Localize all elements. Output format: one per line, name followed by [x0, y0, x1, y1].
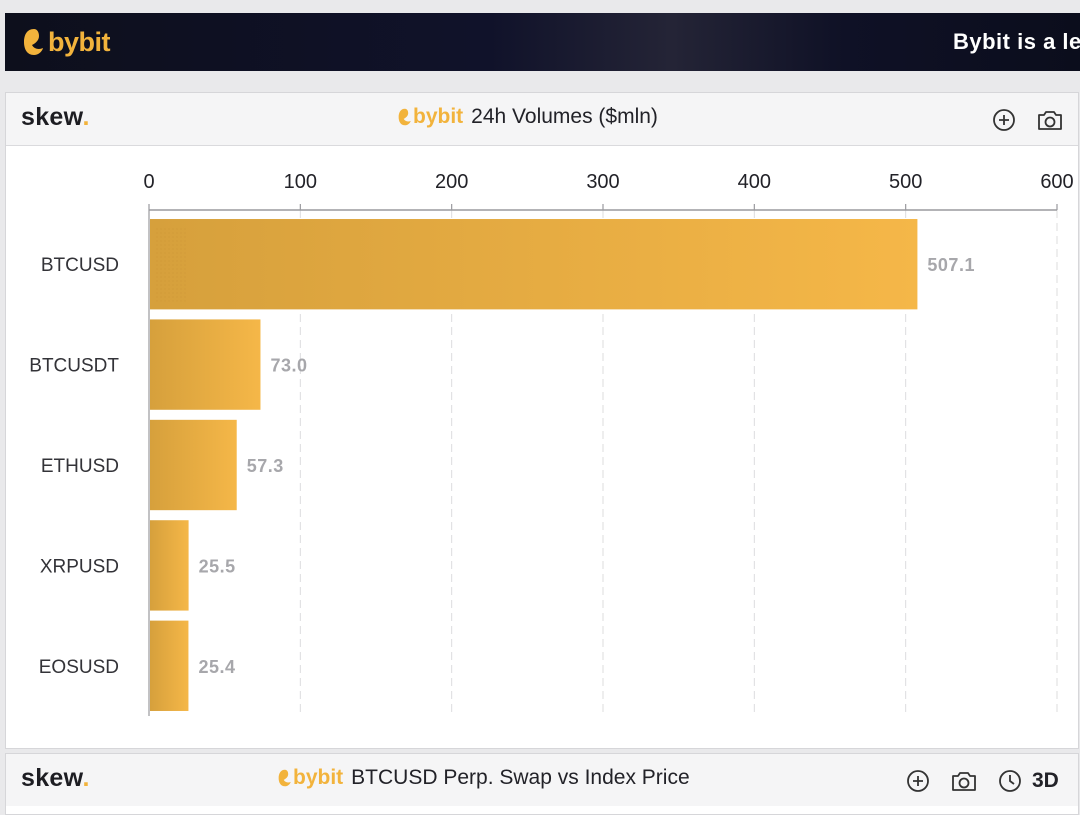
x-tick-label: 400	[738, 171, 771, 193]
banner-tagline[interactable]: Bybit is a le	[953, 29, 1080, 54]
skew-logo[interactable]: skew.	[21, 764, 90, 793]
bybit-mini-logo-text: bybit	[413, 105, 464, 128]
category-label: XRPUSD	[40, 556, 119, 577]
bybit-coin-icon	[398, 108, 411, 126]
bybit-coin-icon	[24, 29, 43, 55]
bybit-mini-logo: bybit	[278, 766, 343, 790]
x-tick-label: 600	[1040, 171, 1073, 193]
skew-logo[interactable]: skew.	[21, 103, 90, 132]
panel-toolbar: 3D	[904, 767, 1059, 795]
bar-ethusd[interactable]	[150, 419, 237, 511]
top-banner: bybit Bybit is a le	[5, 13, 1080, 71]
panel-toolbar	[990, 106, 1064, 134]
range-3d-button[interactable]: 3D	[1032, 769, 1059, 792]
bybit-logo-text: bybit	[48, 26, 111, 57]
category-label: EOSUSD	[39, 657, 119, 678]
chart-title: BTCUSD Perp. Swap vs Index Price	[351, 766, 690, 789]
value-label: 25.4	[198, 657, 235, 677]
bybit-mini-logo-text: bybit	[293, 766, 344, 789]
panel-header: skew. bybit BTCUSD Perp. Swap vs Index P…	[6, 754, 1078, 806]
x-tick-label: 100	[284, 171, 317, 193]
chart-title: 24h Volumes ($mln)	[471, 105, 658, 128]
chart-title-group: bybit 24h Volumes ($mln)	[398, 105, 658, 129]
skew-logo-text: skew	[21, 764, 83, 792]
category-label: ETHUSD	[41, 456, 119, 477]
category-label: BTCUSDT	[29, 356, 119, 377]
clock-icon[interactable]	[996, 767, 1024, 795]
bar-texture	[155, 227, 187, 302]
x-tick-label: 500	[889, 171, 922, 193]
x-tick-label: 200	[435, 171, 468, 193]
bybit-logo[interactable]: bybit	[23, 25, 111, 59]
category-labels: BTCUSD BTCUSDT ETHUSD XRPUSD EOSUSD	[29, 255, 119, 678]
bybit-coin-icon	[278, 769, 291, 787]
zoom-in-icon[interactable]	[990, 106, 1018, 134]
x-tick-label: 300	[586, 171, 619, 193]
value-label: 57.3	[247, 456, 284, 476]
bars	[150, 219, 918, 711]
value-labels: 507.1 73.0 57.3 25.5 25.4	[198, 255, 975, 677]
bar-eosusd[interactable]	[150, 620, 189, 711]
price-chart-panel: skew. bybit BTCUSD Perp. Swap vs Index P…	[5, 753, 1079, 815]
bar-xrpusd[interactable]	[150, 520, 189, 611]
bar-btcusd[interactable]	[150, 219, 918, 310]
category-label: BTCUSD	[41, 255, 119, 276]
bybit-mini-logo: bybit	[398, 105, 463, 129]
value-label: 73.0	[270, 356, 307, 376]
skew-logo-dot: .	[82, 103, 90, 131]
skew-logo-dot: .	[82, 764, 90, 792]
value-label: 25.5	[199, 556, 236, 576]
zoom-in-icon[interactable]	[904, 767, 932, 795]
panel-header: skew. bybit 24h Volumes ($mln)	[6, 93, 1078, 146]
chart-title-group: bybit BTCUSD Perp. Swap vs Index Price	[278, 766, 690, 790]
x-axis: 0 100 200 300 400 500 600	[143, 171, 1074, 716]
bar-btcusdt[interactable]	[150, 319, 261, 410]
camera-icon[interactable]	[950, 767, 978, 795]
value-label: 507.1	[927, 255, 975, 275]
camera-icon[interactable]	[1036, 106, 1064, 134]
skew-logo-text: skew	[21, 103, 83, 131]
x-tick-label: 0	[143, 171, 154, 193]
